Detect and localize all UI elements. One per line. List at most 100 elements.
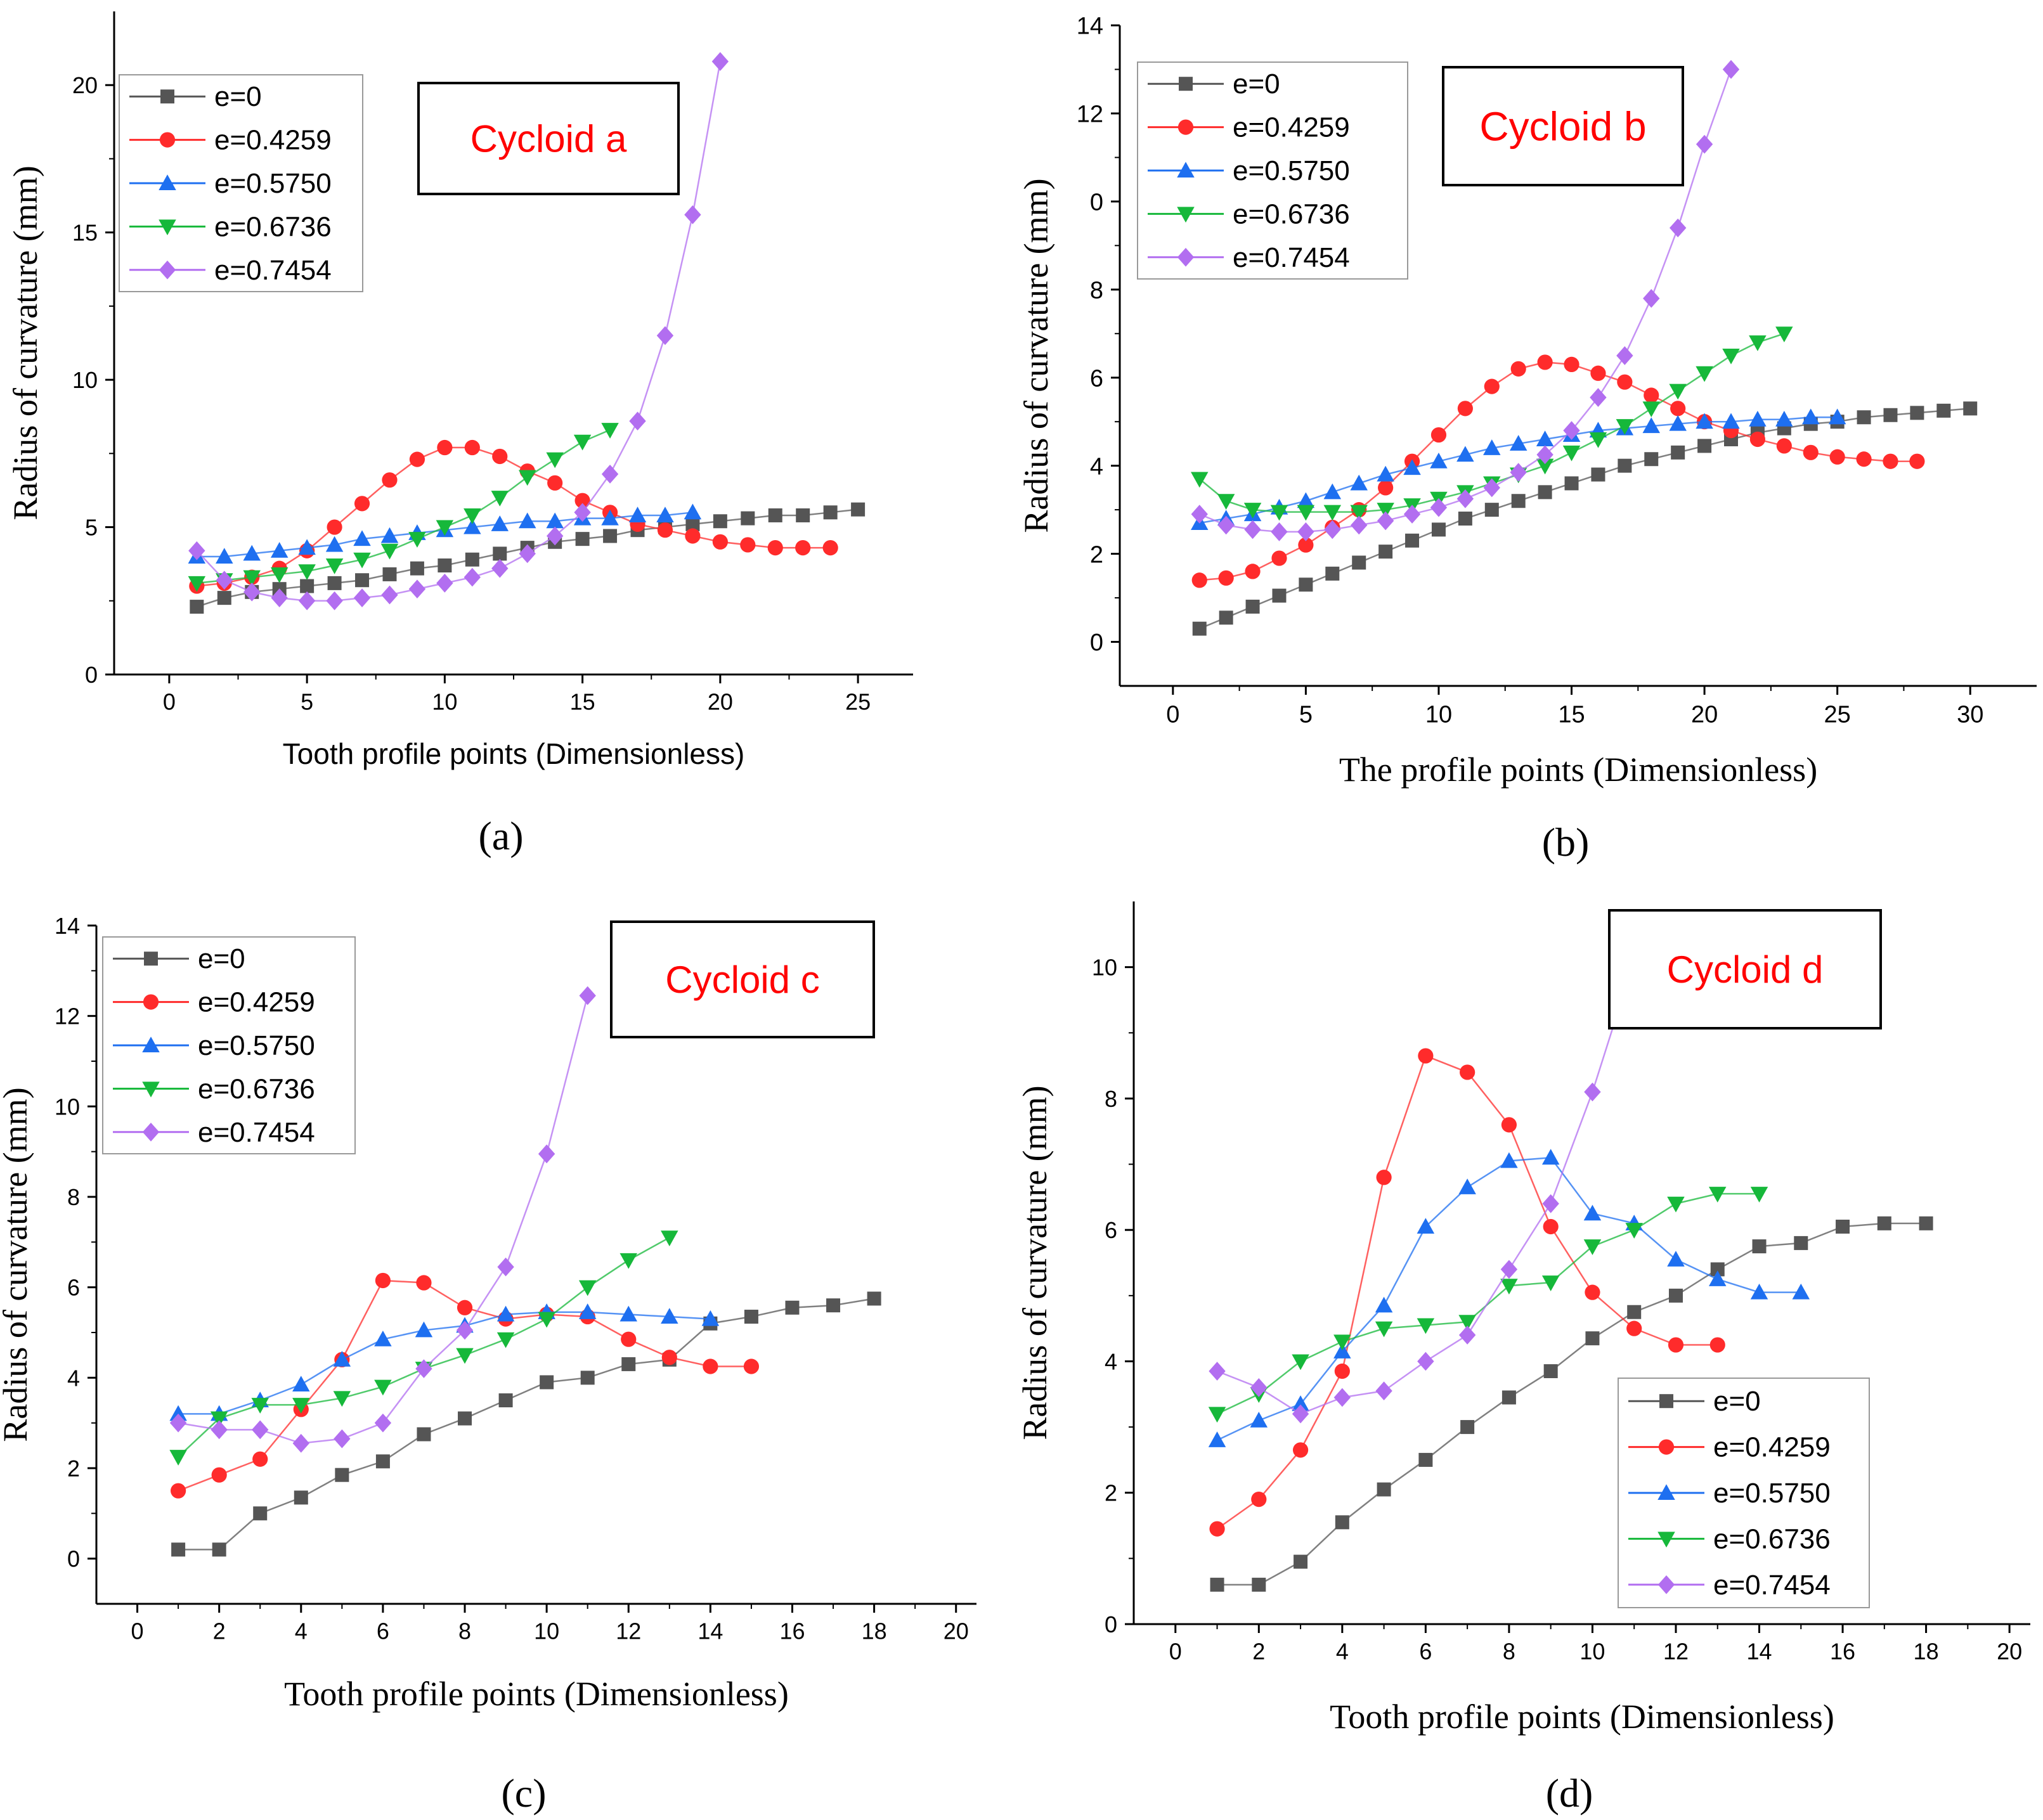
data-point xyxy=(292,1433,309,1453)
data-point xyxy=(741,511,755,526)
legend-marker xyxy=(159,132,176,148)
series-e=0.7454 xyxy=(169,986,596,1453)
data-point xyxy=(437,439,453,456)
data-point xyxy=(1669,218,1687,238)
x-tick-label: 10 xyxy=(534,1618,559,1644)
legend-entry: e=0.6736 xyxy=(113,1073,315,1104)
data-point xyxy=(1591,467,1605,482)
data-point xyxy=(1644,387,1659,403)
y-tick-label: 15 xyxy=(72,220,98,246)
legend-marker xyxy=(1657,1484,1675,1500)
data-point xyxy=(1460,1064,1476,1080)
legend-label: e=0 xyxy=(214,81,262,112)
x-tick-label: 25 xyxy=(1824,702,1851,728)
data-point xyxy=(711,52,729,71)
data-point xyxy=(1323,483,1342,500)
data-point xyxy=(456,1320,474,1340)
data-point xyxy=(1272,588,1287,603)
x-tick-label: 25 xyxy=(845,688,871,714)
data-point xyxy=(1500,1260,1518,1279)
cycloid-label: Cycloid d xyxy=(1667,948,1824,991)
data-point xyxy=(333,1351,351,1367)
y-tick-label: 2 xyxy=(1105,1480,1117,1506)
data-point xyxy=(1292,1442,1309,1458)
data-point xyxy=(415,1359,432,1378)
data-point xyxy=(300,579,315,593)
x-tick-label: 14 xyxy=(1746,1638,1772,1664)
data-point xyxy=(375,1454,390,1469)
data-point xyxy=(574,493,590,508)
data-point xyxy=(417,1427,431,1442)
data-point xyxy=(1458,1178,1476,1194)
series-line xyxy=(178,1311,711,1415)
data-point xyxy=(436,520,454,536)
data-point xyxy=(601,509,619,526)
data-point xyxy=(190,600,204,614)
x-tick-label: 16 xyxy=(779,1618,805,1644)
legend: e=0 e=0.4259 e=0.5750 e=0.6736 e=0.7454 xyxy=(1137,61,1408,280)
data-point xyxy=(335,1468,349,1482)
data-point xyxy=(327,519,342,535)
data-point xyxy=(1543,1364,1558,1378)
data-point xyxy=(382,472,398,488)
data-point xyxy=(1377,465,1394,482)
data-point xyxy=(619,1305,638,1322)
legend-entry: e=0.5750 xyxy=(1148,155,1350,186)
data-point xyxy=(1501,1117,1517,1133)
data-point xyxy=(1333,1334,1351,1351)
data-point xyxy=(355,573,370,588)
series-e=0.6736 xyxy=(1208,1187,1768,1423)
data-point xyxy=(171,1542,186,1557)
data-point xyxy=(1335,1515,1349,1530)
data-point xyxy=(491,515,509,531)
data-point xyxy=(1484,378,1500,394)
data-point xyxy=(867,1291,881,1306)
data-point xyxy=(1750,1187,1768,1203)
data-point xyxy=(1270,505,1288,521)
data-point xyxy=(579,986,596,1005)
data-point xyxy=(1775,326,1793,343)
y-tick-label: 14 xyxy=(1077,13,1103,40)
data-point xyxy=(1456,489,1474,508)
data-point xyxy=(684,503,702,520)
series-e=0.4259 xyxy=(189,439,838,594)
data-point xyxy=(684,205,701,224)
y-tick-label: 2 xyxy=(67,1455,80,1481)
data-point xyxy=(1562,445,1581,461)
data-point xyxy=(1585,1284,1600,1300)
data-point xyxy=(456,1348,474,1364)
data-point xyxy=(382,567,397,581)
data-point xyxy=(1292,1395,1309,1411)
data-point xyxy=(685,517,700,531)
data-point xyxy=(1708,1270,1727,1286)
data-point xyxy=(1857,410,1871,425)
data-point xyxy=(1484,503,1499,517)
data-point xyxy=(1509,435,1527,451)
data-point xyxy=(1325,566,1340,581)
legend-entry: e=0.7454 xyxy=(1628,1570,1831,1601)
data-point xyxy=(327,576,342,590)
data-point xyxy=(325,536,344,552)
data-point xyxy=(294,1490,308,1505)
data-point xyxy=(1271,522,1288,541)
legend-marker xyxy=(159,219,176,236)
legend-label: e=0.5750 xyxy=(1233,155,1350,186)
data-point xyxy=(580,1371,595,1385)
data-point xyxy=(1219,610,1233,625)
y-tick-label: 5 xyxy=(85,515,98,541)
data-point xyxy=(416,1275,432,1291)
y-tick-label: 0 xyxy=(1105,1611,1117,1637)
data-point xyxy=(1667,1251,1685,1267)
data-point xyxy=(211,1420,228,1440)
data-point xyxy=(188,541,205,560)
data-point xyxy=(1218,570,1234,586)
cycloid-label-box xyxy=(610,920,875,1038)
legend-marker xyxy=(1177,162,1195,177)
data-point xyxy=(1245,564,1261,579)
data-point xyxy=(253,1506,268,1521)
legend-label: e=0.7454 xyxy=(1713,1570,1831,1601)
data-point xyxy=(578,1303,597,1319)
data-point xyxy=(1457,401,1473,416)
data-point xyxy=(169,1405,187,1421)
